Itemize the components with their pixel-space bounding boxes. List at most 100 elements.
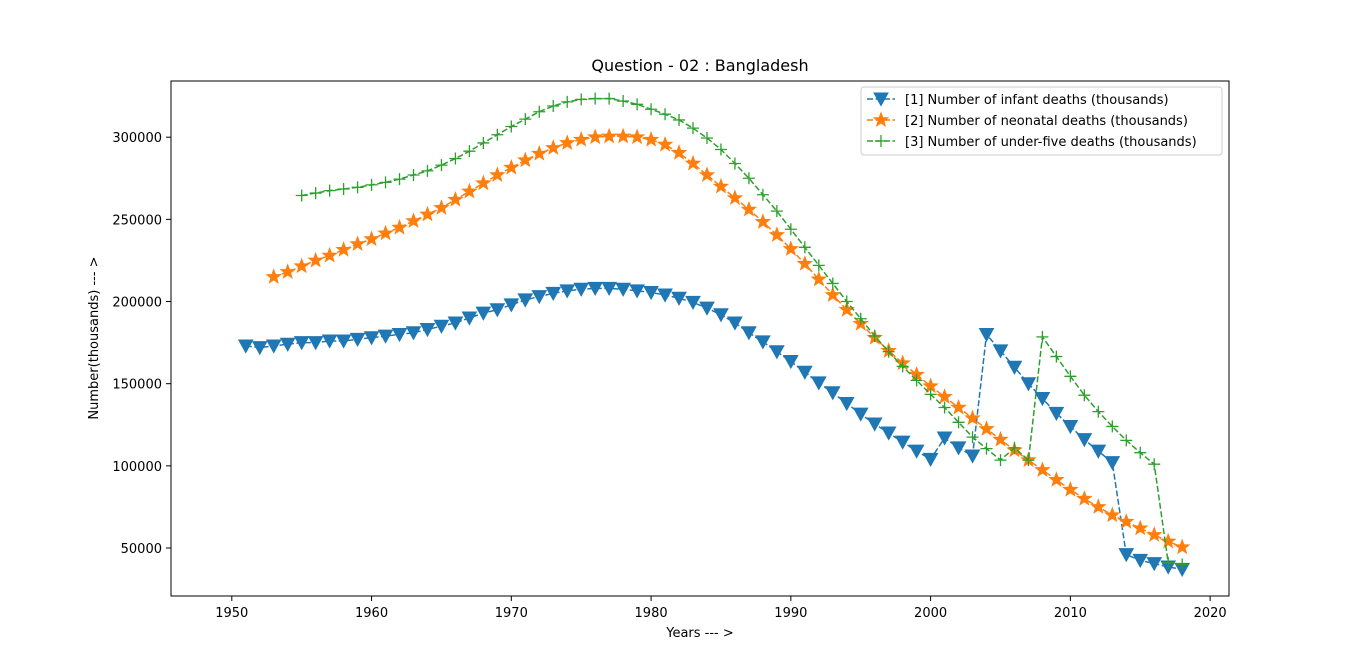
series-line: [301, 97, 1183, 566]
legend-marker: [872, 111, 890, 127]
data-point-marker: [617, 95, 630, 108]
data-point-marker: [670, 144, 688, 160]
data-point-marker: [1076, 490, 1093, 506]
data-point-marker: [713, 308, 729, 323]
x-tick-label: 1950: [215, 606, 248, 621]
data-point-marker: [1148, 458, 1161, 471]
data-point-marker: [924, 388, 937, 401]
data-point-marker: [447, 190, 464, 207]
legend-box: [860, 86, 1223, 156]
data-point-marker: [628, 128, 646, 145]
data-point-marker: [559, 134, 576, 150]
data-point-marker: [545, 139, 562, 155]
data-point-marker: [517, 151, 534, 168]
data-point-marker: [265, 339, 282, 354]
data-point-marker: [321, 246, 338, 263]
data-point-marker: [503, 158, 520, 175]
data-point-marker: [1048, 471, 1065, 487]
data-point-marker: [952, 416, 965, 429]
data-point-marker: [1062, 419, 1079, 435]
data-point-marker: [503, 298, 520, 313]
data-point-marker: [491, 128, 504, 141]
data-point-marker: [449, 152, 462, 165]
data-point-marker: [852, 407, 869, 422]
data-point-marker: [433, 319, 450, 334]
data-point-marker: [922, 452, 939, 467]
data-point-marker: [377, 224, 394, 241]
data-point-marker: [547, 99, 560, 112]
data-point-marker: [840, 295, 853, 308]
data-point-marker: [391, 327, 408, 343]
data-point-marker: [1104, 506, 1121, 523]
data-point-marker: [379, 176, 392, 189]
data-point-marker: [631, 98, 644, 111]
data-point-marker: [824, 286, 841, 302]
x-axis-label: Years --- >: [665, 626, 734, 641]
data-point-marker: [966, 431, 979, 444]
x-tick-label: 1970: [495, 606, 528, 621]
data-point-marker: [531, 144, 548, 161]
legend-label: [1] Number of infant deaths (thousands): [905, 93, 1169, 108]
data-point-marker: [307, 251, 324, 268]
data-point-marker: [796, 255, 814, 271]
data-point-marker: [866, 417, 883, 432]
data-point-marker: [561, 95, 574, 108]
data-point-marker: [659, 108, 672, 121]
data-point-marker: [1034, 461, 1051, 477]
data-point-marker: [393, 173, 406, 186]
data-point-marker: [323, 184, 336, 197]
data-point-marker: [684, 154, 702, 171]
data-point-marker: [950, 398, 967, 415]
legend-entries: [1] Number of infant deaths (thousands) […: [867, 92, 1197, 150]
data-point-marker: [712, 177, 730, 194]
data-point-marker: [896, 360, 909, 373]
data-point-marker: [1118, 548, 1135, 563]
data-point-marker: [533, 105, 546, 118]
data-point-marker: [629, 284, 645, 299]
data-point-marker: [880, 426, 897, 441]
data-point-marker: [1159, 532, 1177, 549]
data-point-marker: [742, 172, 755, 185]
data-point-marker: [293, 336, 310, 351]
data-point-marker: [1064, 370, 1077, 383]
data-point-marker: [810, 376, 827, 391]
data-point-marker: [1008, 441, 1021, 454]
data-point-marker: [756, 188, 769, 201]
data-point-marker: [351, 181, 364, 194]
y-tick-label: 250000: [112, 213, 162, 228]
data-point-marker: [643, 286, 659, 301]
data-point-marker: [407, 168, 420, 181]
legend-entry-3: [3] Number of under-five deaths (thousan…: [867, 135, 1197, 150]
y-axis-ticks: 50000 100000 150000 200000 250000 300000: [112, 131, 171, 557]
data-point-marker: [391, 218, 408, 235]
data-point-marker: [1146, 557, 1163, 572]
data-point-marker: [714, 143, 727, 156]
data-point-marker: [1120, 434, 1133, 447]
data-point-marker: [463, 145, 476, 158]
data-point-marker: [784, 223, 797, 236]
data-point-marker: [335, 241, 352, 257]
data-point-marker: [279, 263, 296, 279]
legend-label: [2] Number of neonatal deaths (thousands…: [905, 114, 1188, 129]
data-point-marker: [614, 127, 632, 144]
series-1: [237, 281, 1191, 578]
data-point-marker: [770, 205, 783, 218]
data-point-marker: [1006, 360, 1023, 375]
legend: [1] Number of infant deaths (thousands) […: [860, 86, 1223, 156]
x-tick-label: 1990: [774, 606, 807, 621]
data-point-marker: [365, 178, 378, 191]
data-point-marker: [1050, 350, 1063, 363]
data-point-marker: [882, 345, 895, 358]
data-point-marker: [559, 284, 576, 299]
data-point-marker: [1078, 389, 1091, 402]
data-point-marker: [419, 323, 436, 338]
data-point-marker: [265, 268, 282, 284]
x-axis-ticks: 1950 1960 1970 1980 1990 2000 2010 2020: [215, 596, 1227, 621]
data-point-marker: [992, 344, 1009, 359]
data-point-marker: [673, 113, 686, 126]
data-point-marker: [477, 136, 490, 149]
data-point-marker: [685, 295, 701, 311]
data-point-marker: [994, 454, 1007, 467]
data-point-marker: [251, 341, 268, 356]
data-point-marker: [1076, 433, 1093, 448]
